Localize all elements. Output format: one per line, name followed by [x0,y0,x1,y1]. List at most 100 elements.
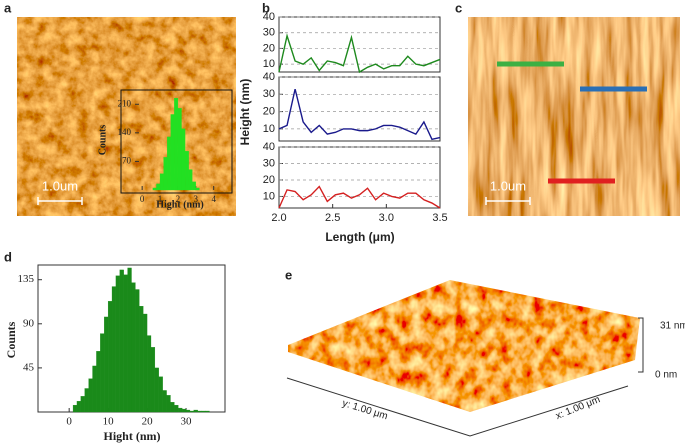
panel-label: a [4,0,12,15]
line-series [278,88,441,141]
histogram-bar [111,286,117,413]
histogram-bar [154,367,159,413]
y-tick-label: 30 [263,27,275,39]
z-max: 31 nm [660,321,685,332]
y-axis-label: Counts [4,321,18,358]
histogram-bar [195,187,200,191]
x-tick-label: 2.5 [325,212,340,224]
histogram-bar [96,351,101,413]
histogram-bar [156,183,161,191]
histogram-bar [201,410,206,413]
histogram-bar [174,97,179,191]
x-axis-label: Hight (nm) [156,199,204,210]
inset-box [120,89,233,194]
x-tick-label: 20 [142,416,154,428]
histogram-bar [170,114,175,191]
histogram-bar [170,402,175,413]
histogram-bar [192,181,196,191]
histogram-bar [135,289,140,413]
histogram-bar [76,401,82,413]
scale-bar-label: 1.0um [42,178,78,193]
histogram-bar [177,108,182,191]
x-tick-label: 0 [66,416,72,428]
y-tick-label: 70 [122,155,132,165]
y-tick-label: 10 [263,123,275,135]
y-tick-label: 30 [263,157,275,169]
histogram-bar [181,408,187,413]
y-tick-label: 90 [23,317,35,329]
x-tick-label: 3 [194,194,199,204]
x-axis-label: Hight (nm) [104,429,161,443]
scale-bar-a [37,197,83,205]
histogram-bar [197,410,202,413]
histogram-bar [152,187,157,191]
histogram-bar [193,409,198,413]
x-tick-label: 3.0 [379,212,394,224]
panel-label: e [285,267,292,282]
y-axis-label: Counts [97,125,108,156]
y-tick-label: 40 [263,11,275,23]
y-tick-label: 40 [263,141,275,153]
x-axis-3d: x: 1.00 μm [554,394,602,422]
y-tick-label: 40 [263,71,275,83]
z-bracket [638,317,644,373]
histogram-bar [189,410,194,413]
histogram-bar [188,169,193,191]
panel-label: d [4,249,12,264]
histogram-bar [127,267,132,413]
histogram-bar [178,407,183,413]
y-tick-label: 20 [263,106,275,118]
afm-image-a [17,17,236,216]
y-tick-label: 30 [263,88,275,100]
histogram-bar [123,274,128,413]
histogram-bar [184,151,189,191]
histogram-bar [84,388,89,413]
histogram-bar [131,282,136,413]
x-tick-label: 0 [140,194,145,204]
histogram-bar [205,410,210,413]
scale-bar-c [485,197,531,205]
x-axis-label: Length (μm) [325,230,394,244]
histogram-bar [150,347,156,413]
histogram-bar [139,306,144,413]
y-tick-label: 10 [263,190,275,202]
histogram-bar [100,333,105,413]
histogram-bar [146,335,152,413]
histogram-bar [115,275,120,413]
histogram-bar [163,157,168,191]
histogram-bar [107,301,113,413]
x-tick-label: 30 [181,416,193,428]
y-tick-label: 10 [263,58,275,70]
histogram-bar [72,404,78,413]
histogram-bar [162,390,167,413]
x-tick-label: 2.0 [271,212,286,224]
histogram-bar [80,396,85,413]
histogram-bar [181,128,186,191]
x-tick-label: 2 [176,194,181,204]
y-axis-3d: y: 1.00 μm [341,398,389,422]
y-tick-label: 140 [118,127,132,137]
x-tick-label: 10 [103,416,115,428]
y-tick-label: 210 [118,98,132,108]
histogram-bar [92,365,97,413]
z-min: 0 nm [655,370,677,381]
histogram-bar [185,409,191,413]
x-tick-label: 4 [211,194,216,204]
plot-frame [278,76,441,142]
line-series [278,185,441,209]
histogram-bar [119,269,124,413]
panel-label: c [455,0,462,15]
x-tick-label: 3.5 [432,212,447,224]
histogram-bar [167,136,171,191]
y-tick-label: 20 [263,174,275,186]
y-axis-label: Height (nm) [238,79,252,146]
histogram-bar [158,376,163,413]
y-tick-label: 135 [18,273,35,285]
histogram-bar [104,316,109,413]
scale-bar-label: 1.0um [490,178,526,193]
panel-label: b [262,0,270,15]
y-tick-label: 45 [23,361,35,373]
histogram-bar [159,173,164,191]
y-tick-label: 20 [263,42,275,54]
